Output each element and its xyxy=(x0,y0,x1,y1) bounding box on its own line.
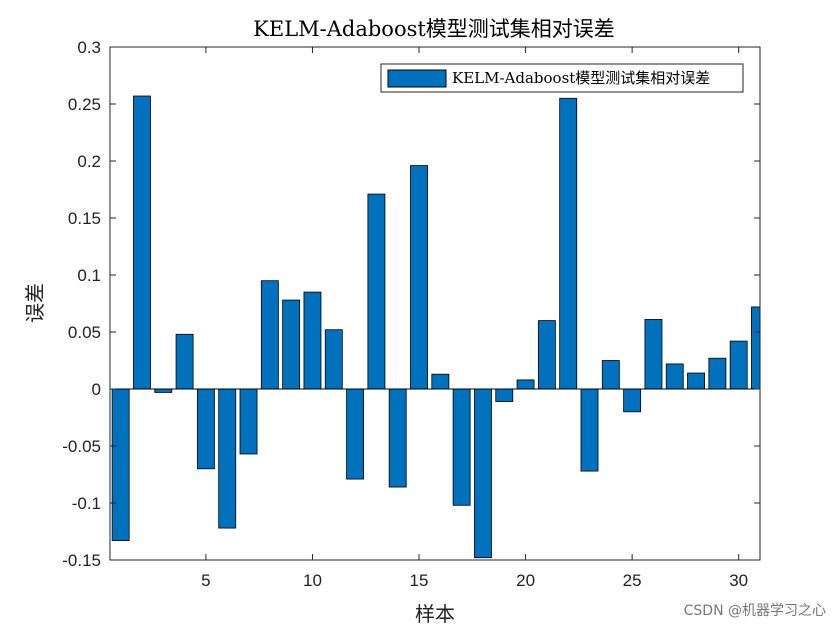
x-tick-label: 15 xyxy=(410,571,429,590)
watermark: CSDN @机器学习之心 xyxy=(684,603,826,619)
bar-25 xyxy=(623,388,642,413)
bar-28 xyxy=(687,372,705,390)
bar-15 xyxy=(410,165,428,390)
y-tick-label: 0.1 xyxy=(77,266,101,285)
bar-3 xyxy=(154,388,173,393)
x-tick-label: 25 xyxy=(623,571,642,590)
bar-2 xyxy=(133,95,151,390)
bar-20 xyxy=(516,379,535,390)
bar-7 xyxy=(239,388,258,455)
bar-10 xyxy=(303,291,322,390)
plot-area xyxy=(110,47,760,560)
bar-30 xyxy=(729,340,748,390)
bar-6 xyxy=(218,388,237,529)
bar-16 xyxy=(431,373,450,390)
y-tick-label: 0.2 xyxy=(77,152,101,171)
y-tick-label: 0.05 xyxy=(68,323,101,342)
bar-22 xyxy=(559,97,578,390)
bar-29 xyxy=(708,357,727,390)
x-tick-label: 5 xyxy=(201,571,210,590)
legend: KELM-Adaboost模型测试集相对误差 xyxy=(380,63,744,93)
y-tick-label: 0.3 xyxy=(77,38,101,57)
chart-title: KELM-Adaboost模型测试集相对误差 xyxy=(253,17,615,41)
bar-5 xyxy=(196,388,215,470)
y-tick-label: 0.25 xyxy=(68,95,101,114)
bar-9 xyxy=(282,299,301,390)
bar-23 xyxy=(580,388,599,472)
bar-8 xyxy=(260,280,279,390)
bar-17 xyxy=(452,388,471,506)
y-tick-label: -0.15 xyxy=(62,551,101,570)
x-tick-label: 10 xyxy=(303,571,322,590)
bar-27 xyxy=(665,363,684,390)
x-axis: 5 10 15 20 25 30 xyxy=(201,47,748,590)
bars-group xyxy=(111,95,760,559)
y-tick-label: -0.05 xyxy=(62,437,101,456)
bar-11 xyxy=(324,329,343,390)
plot-frame xyxy=(109,46,761,561)
x-axis-label: 样本 xyxy=(415,602,455,626)
bar-4 xyxy=(175,333,194,390)
bar-21 xyxy=(537,320,556,390)
bar-24 xyxy=(601,360,620,390)
legend-entry-label: KELM-Adaboost模型测试集相对误差 xyxy=(452,69,710,87)
legend-swatch xyxy=(387,69,447,88)
bar-12 xyxy=(346,388,365,480)
bar-18 xyxy=(474,388,492,559)
bar-1 xyxy=(111,388,130,542)
y-tick-label: 0.15 xyxy=(68,209,101,228)
bar-14 xyxy=(388,388,407,488)
x-tick-label: 30 xyxy=(729,571,748,590)
y-axis-label: 误差 xyxy=(23,283,47,323)
y-tick-label: 0 xyxy=(92,380,101,399)
bar-19 xyxy=(495,388,514,402)
bar-26 xyxy=(644,319,663,390)
bar-13 xyxy=(367,193,386,390)
bar-31 xyxy=(751,306,760,390)
y-axis: -0.15 -0.1 -0.05 0 0.05 0.1 0.15 0.2 0.25 0.3 xyxy=(62,38,760,570)
y-tick-label: -0.1 xyxy=(72,494,101,513)
x-tick-label: 20 xyxy=(516,571,535,590)
